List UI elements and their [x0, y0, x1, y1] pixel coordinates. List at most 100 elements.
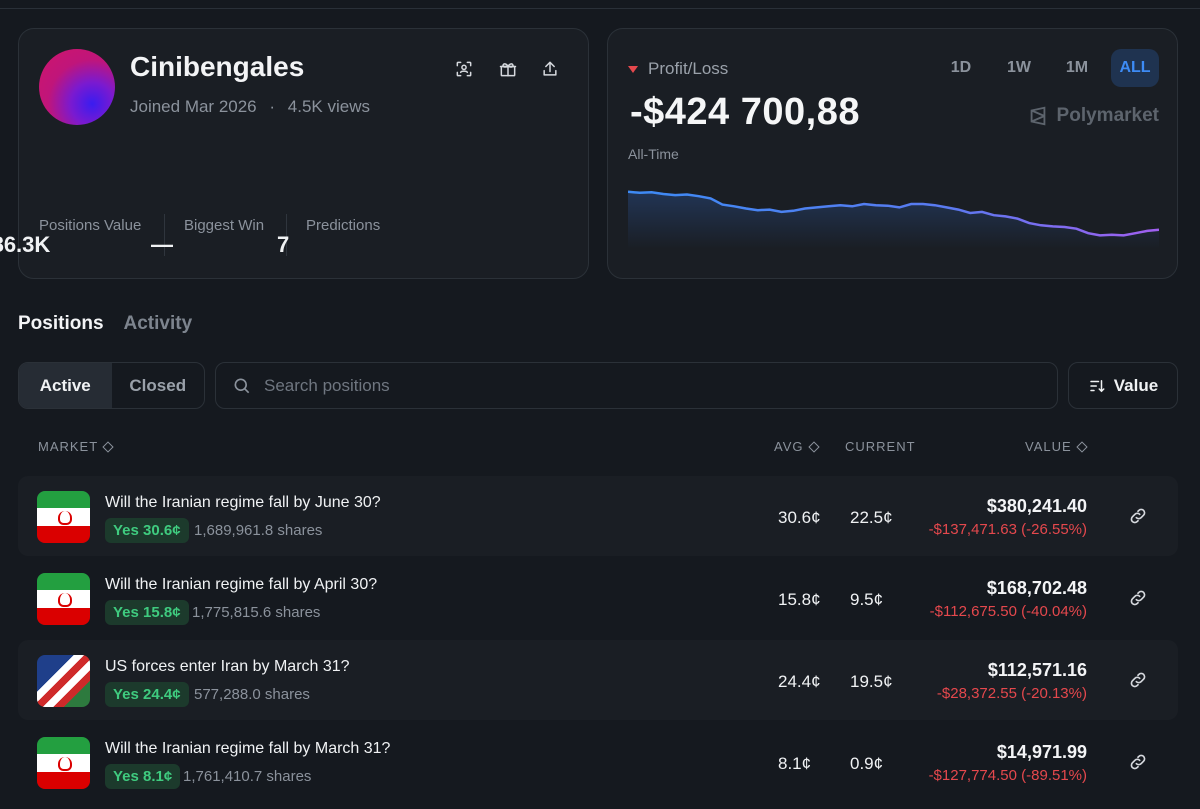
share-count: 577,288.0 shares	[194, 686, 310, 703]
scan-icon[interactable]	[452, 57, 476, 81]
table-row[interactable]: Will the Iranian regime fall by April 30…	[18, 558, 1178, 638]
brand-name: Polymarket	[1056, 105, 1159, 126]
search-icon	[234, 378, 250, 393]
position-value: $168,702.48	[986, 578, 1087, 598]
search-box	[215, 362, 1058, 409]
current-price: 0.9¢	[850, 754, 884, 773]
share-count: 1,689,961.8 shares	[194, 522, 323, 539]
sort-toggle-icon	[807, 440, 820, 453]
stat-divider	[164, 214, 165, 256]
avatar	[39, 49, 115, 125]
pnl-value: -$424 700,88	[630, 91, 860, 133]
stat-positions-value: $686.3K Positions Value	[0, 212, 142, 257]
column-avg[interactable]: AVG	[774, 439, 820, 454]
meta-separator: ·	[269, 97, 276, 116]
column-current: CURRENT	[845, 439, 916, 454]
top-divider	[0, 8, 1200, 9]
profile-card: Cinibengales Joined Mar 2026 · 4.5K view…	[0, 28, 589, 279]
us-iran-flag-icon	[37, 655, 90, 707]
link-icon[interactable]	[1128, 752, 1148, 772]
tab-activity[interactable]: Activity	[123, 313, 193, 334]
market-question[interactable]: Will the Iranian regime fall by April 30…	[105, 576, 378, 593]
sort-button[interactable]: Value	[1068, 362, 1178, 409]
view-count: 4.5K views	[287, 97, 370, 116]
share-count: 1,775,815.6 shares	[192, 604, 321, 621]
pnl-chart	[628, 190, 1159, 249]
outcome-badge[interactable]: Yes 24.4¢	[105, 682, 189, 707]
range-tabs: 1D 1W 1M ALL	[937, 49, 1159, 87]
status-filter: Active Closed	[18, 362, 205, 409]
profile-meta: Joined Mar 2026 · 4.5K views	[130, 97, 370, 117]
position-change: -$112,675.50 (-40.04%)	[929, 603, 1087, 620]
position-change: -$137,471.63 (-26.55%)	[928, 521, 1087, 538]
position-change: -$127,774.50 (-89.51%)	[928, 767, 1087, 784]
stat-value: $686.3K	[0, 232, 51, 257]
column-label: VALUE	[1025, 439, 1072, 454]
share-count: 1,761,410.7 shares	[183, 768, 312, 785]
polymarket-logo-icon	[1030, 106, 1045, 126]
sort-toggle-icon	[102, 440, 114, 453]
pnl-area	[628, 191, 1159, 249]
position-change: -$28,372.55 (-20.13%)	[936, 685, 1087, 702]
filter-active-button[interactable]: Active	[19, 363, 112, 408]
sort-icon	[1090, 379, 1105, 392]
link-icon[interactable]	[1128, 670, 1148, 690]
market-question[interactable]: Will the Iranian regime fall by March 31…	[105, 740, 391, 757]
link-icon[interactable]	[1128, 588, 1148, 608]
gift-icon[interactable]	[496, 57, 520, 81]
share-icon[interactable]	[538, 57, 562, 81]
stat-label: Biggest Win	[184, 217, 265, 234]
outcome-badge[interactable]: Yes 30.6¢	[105, 518, 189, 543]
avg-price: 15.8¢	[778, 590, 821, 609]
iran-flag-icon	[37, 491, 90, 543]
stat-biggest-win: — Biggest Win	[151, 212, 265, 257]
avg-price: 24.4¢	[778, 672, 821, 691]
pnl-label-text: Profit/Loss	[648, 59, 729, 78]
sort-label: Value	[1113, 375, 1159, 395]
stat-value: 7	[276, 232, 290, 257]
avg-price: 30.6¢	[778, 508, 821, 527]
column-label: MARKET	[38, 439, 99, 454]
table-row[interactable]: US forces enter Iran by March 31? Yes 24…	[18, 640, 1178, 720]
outcome-badge[interactable]: Yes 8.1¢	[105, 764, 181, 789]
stat-label: Predictions	[306, 217, 381, 234]
link-icon[interactable]	[1128, 506, 1148, 526]
iran-flag-icon	[37, 737, 90, 789]
market-question[interactable]: US forces enter Iran by March 31?	[105, 658, 350, 675]
current-price: 22.5¢	[850, 508, 893, 527]
column-value[interactable]: VALUE	[1025, 439, 1088, 454]
polymarket-brand: Polymarket	[1027, 105, 1159, 127]
main-tabs: Positions Activity	[18, 313, 192, 335]
column-label: AVG	[774, 439, 804, 454]
stat-label: Positions Value	[39, 217, 142, 234]
pnl-line	[628, 190, 1159, 237]
position-value: $380,241.40	[986, 496, 1087, 516]
position-value: $14,971.99	[996, 742, 1087, 762]
current-price: 19.5¢	[850, 672, 893, 691]
pnl-card: Profit/Loss -$424 700,88 All-Time 1D 1W …	[607, 28, 1178, 279]
search-input[interactable]	[264, 375, 1024, 396]
column-label: CURRENT	[845, 439, 916, 454]
filter-closed-button[interactable]: Closed	[129, 375, 187, 395]
market-question[interactable]: Will the Iranian regime fall by June 30?	[105, 494, 381, 511]
down-triangle-icon	[628, 65, 638, 73]
sort-toggle-icon	[1076, 440, 1088, 453]
pnl-period: All-Time	[628, 146, 679, 162]
range-tab-1m[interactable]: 1M	[1065, 59, 1089, 76]
current-price: 9.5¢	[850, 590, 884, 609]
outcome-badge[interactable]: Yes 15.8¢	[105, 600, 189, 625]
range-tab-1w[interactable]: 1W	[1007, 59, 1031, 76]
iran-flag-icon	[37, 573, 90, 625]
column-market[interactable]: MARKET	[38, 439, 114, 454]
range-tab-1d[interactable]: 1D	[950, 59, 972, 76]
username: Cinibengales	[130, 51, 305, 82]
stat-value: —	[151, 232, 174, 257]
table-row[interactable]: Will the Iranian regime fall by June 30?…	[18, 476, 1178, 556]
range-tab-all[interactable]: ALL	[1111, 49, 1159, 87]
avg-price: 8.1¢	[778, 754, 812, 773]
tab-positions[interactable]: Positions	[18, 313, 104, 334]
table-row[interactable]: Will the Iranian regime fall by March 31…	[18, 722, 1178, 802]
position-value: $112,571.16	[987, 660, 1087, 680]
stat-predictions: 7 Predictions	[277, 212, 381, 257]
pnl-label: Profit/Loss	[628, 59, 728, 79]
